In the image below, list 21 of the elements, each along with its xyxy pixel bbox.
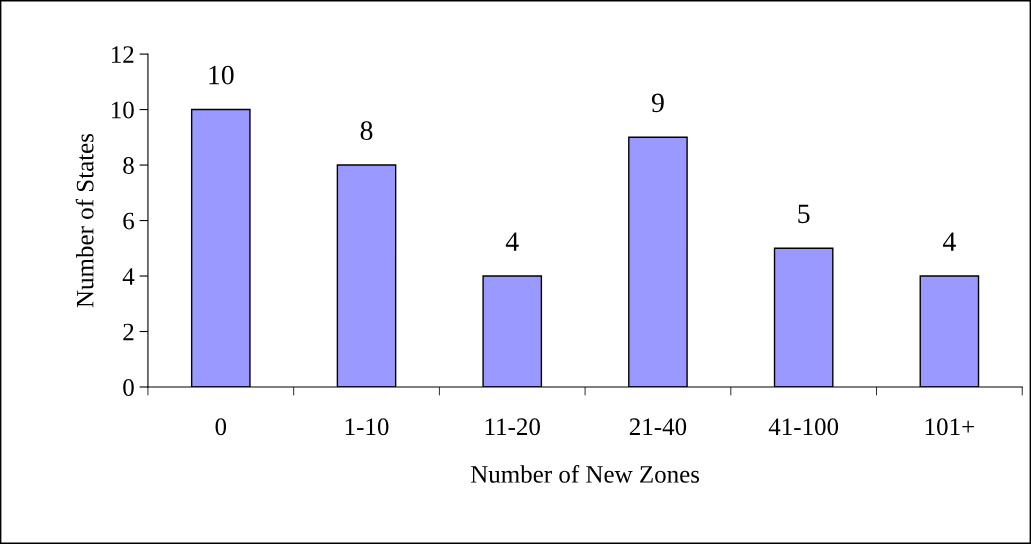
y-tick-label: 4: [122, 268, 135, 285]
y-tick-label: 2: [123, 323, 134, 341]
y-tick-label: 10: [111, 101, 134, 119]
y-axis-title: Number of States: [75, 133, 94, 308]
data-label: 4: [505, 232, 519, 251]
data-label: 8: [360, 121, 373, 140]
x-tick-label: 11-20: [485, 418, 540, 436]
x-tick-label: 41-100: [768, 418, 839, 436]
y-tick-label: 6: [123, 212, 135, 230]
data-label: 10: [209, 65, 234, 85]
x-tick-label: 21-40: [629, 418, 687, 436]
y-tick-label: 8: [123, 157, 134, 174]
data-label: 4: [942, 232, 956, 251]
x-axis-title: Number of New Zones: [470, 464, 700, 483]
data-label: 5: [798, 204, 810, 224]
x-tick-label: 0: [215, 418, 227, 436]
y-tick-label: 12: [111, 46, 134, 63]
x-tick-label: 1-10: [345, 418, 389, 436]
x-tick-label: 101+: [925, 418, 974, 436]
data-label: 9: [651, 93, 664, 113]
y-tick-label: 0: [123, 379, 134, 396]
